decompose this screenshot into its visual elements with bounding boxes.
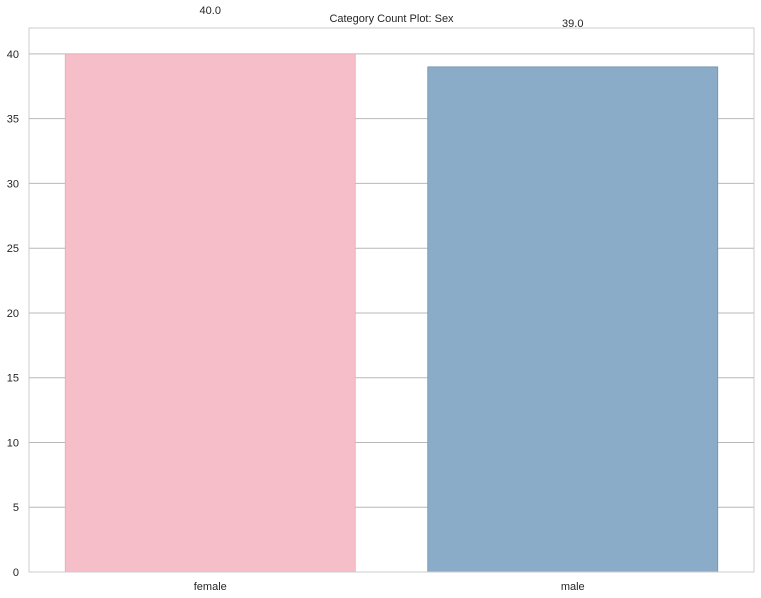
y-tick-label: 30 <box>7 178 19 190</box>
plot-frame <box>28 27 755 573</box>
value-label-female: 40.0 <box>200 5 221 17</box>
y-tick-label: 35 <box>7 114 19 126</box>
chart-title: Category Count Plot: Sex <box>329 13 454 25</box>
y-tick-label: 15 <box>7 373 19 385</box>
y-axis-ticks: 0 5 10 15 20 25 30 35 40 <box>7 49 19 579</box>
bar-female <box>64 53 356 573</box>
bars <box>64 53 719 573</box>
x-axis-ticks: female male <box>194 581 585 593</box>
value-label-male: 39.0 <box>562 18 583 30</box>
x-tick-label-female: female <box>194 581 227 593</box>
y-tick-label: 40 <box>7 49 19 61</box>
y-tick-label: 5 <box>13 502 19 514</box>
y-tick-label: 0 <box>13 567 19 579</box>
y-tick-label: 20 <box>7 308 19 320</box>
value-labels: 40.0 39.0 <box>200 5 584 30</box>
x-tick-label-male: male <box>561 581 585 593</box>
bar-male <box>427 66 719 573</box>
y-tick-label: 10 <box>7 437 19 449</box>
y-tick-label: 25 <box>7 243 19 255</box>
